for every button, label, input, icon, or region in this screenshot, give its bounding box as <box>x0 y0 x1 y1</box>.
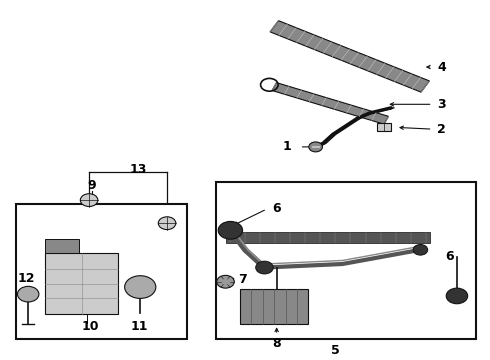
Text: 5: 5 <box>331 345 340 357</box>
Circle shape <box>217 275 234 288</box>
Text: 4: 4 <box>438 60 446 73</box>
Text: 9: 9 <box>87 179 96 193</box>
Text: 7: 7 <box>238 274 246 287</box>
Bar <box>376 123 391 131</box>
Polygon shape <box>272 83 389 124</box>
Text: 6: 6 <box>272 202 280 216</box>
Bar <box>45 239 79 253</box>
Bar <box>45 253 118 314</box>
Bar <box>16 204 187 338</box>
Circle shape <box>18 286 39 302</box>
Text: 3: 3 <box>438 98 446 111</box>
Circle shape <box>124 276 156 298</box>
Bar <box>216 183 476 338</box>
Text: 2: 2 <box>438 123 446 136</box>
Circle shape <box>309 142 322 152</box>
Text: 10: 10 <box>82 320 99 333</box>
Text: 13: 13 <box>129 163 147 176</box>
Circle shape <box>413 244 428 255</box>
Bar <box>240 289 308 324</box>
Text: 1: 1 <box>283 140 291 153</box>
Circle shape <box>80 194 98 207</box>
Circle shape <box>446 288 467 304</box>
Polygon shape <box>225 232 430 243</box>
Text: 6: 6 <box>445 251 453 264</box>
Circle shape <box>158 217 176 230</box>
Text: 11: 11 <box>130 320 148 333</box>
Circle shape <box>218 221 243 239</box>
Polygon shape <box>270 21 430 92</box>
Text: 12: 12 <box>18 272 35 285</box>
Text: 8: 8 <box>272 337 281 350</box>
Circle shape <box>256 261 273 274</box>
